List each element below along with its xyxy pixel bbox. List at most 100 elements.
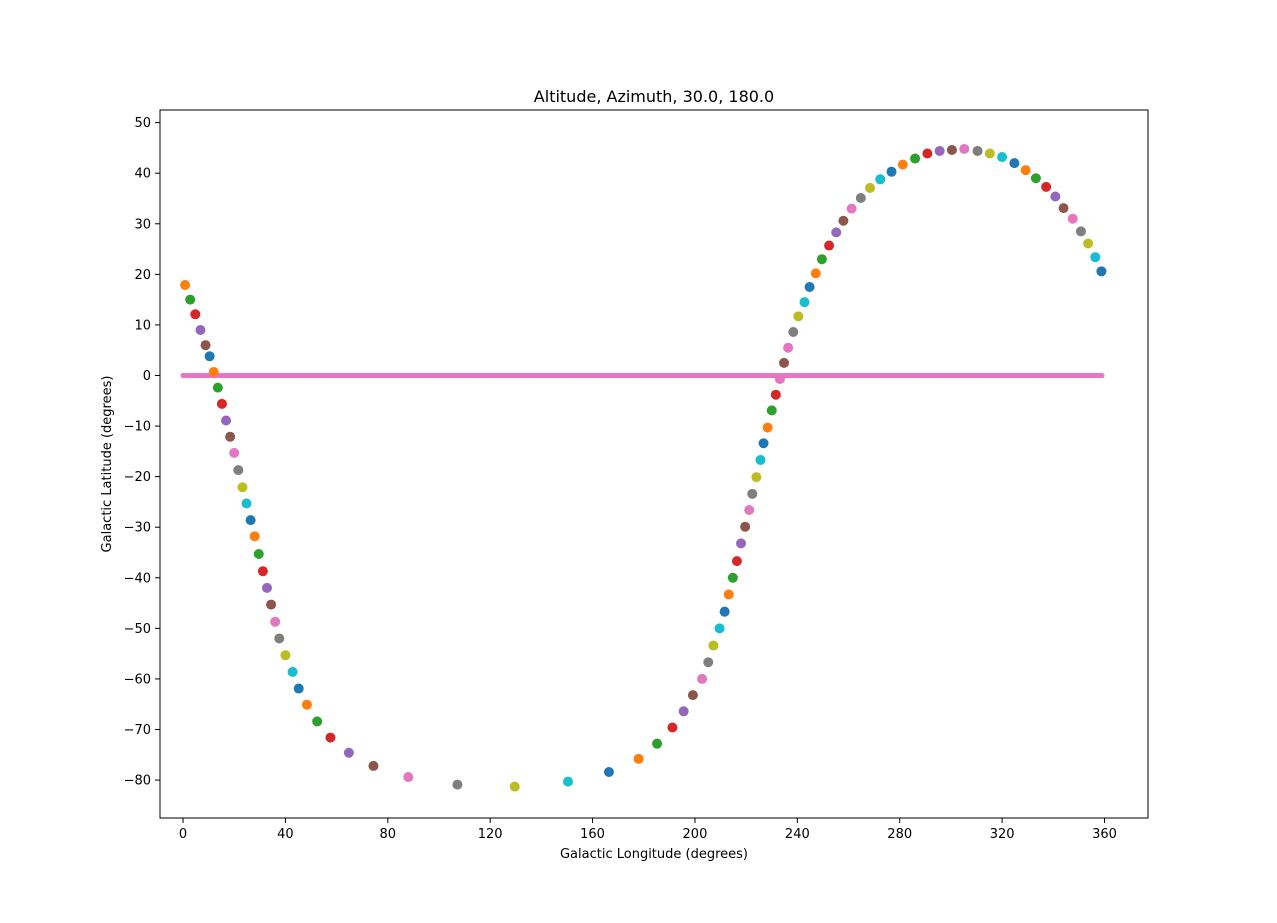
data-point (997, 152, 1008, 163)
x-tick-label: 360 (1092, 827, 1117, 842)
data-point (719, 606, 730, 617)
data-point (922, 148, 933, 159)
y-tick-label: −80 (124, 774, 151, 789)
data-point (237, 482, 248, 493)
data-point (266, 599, 277, 610)
data-point (225, 431, 236, 442)
data-point (249, 531, 260, 542)
y-tick-label: 20 (134, 268, 151, 283)
x-tick-label: 200 (683, 827, 708, 842)
data-point (1096, 266, 1107, 277)
data-point (253, 549, 264, 560)
y-tick-label: 30 (134, 217, 151, 232)
data-point (509, 781, 520, 792)
data-point (301, 699, 312, 710)
reference-line-point (1099, 372, 1105, 379)
y-tick-label: 0 (143, 369, 151, 384)
data-point (886, 166, 897, 177)
data-point (195, 324, 206, 335)
data-point (180, 279, 191, 290)
data-point (910, 153, 921, 164)
data-point (667, 722, 678, 733)
data-point (633, 753, 644, 764)
data-point (783, 342, 794, 353)
data-point (1090, 252, 1101, 263)
y-tick-label: 10 (134, 318, 151, 333)
x-tick-label: 160 (580, 827, 605, 842)
x-tick-label: 40 (277, 827, 294, 842)
data-point (946, 144, 957, 155)
data-point (762, 422, 773, 433)
y-tick-label: 40 (134, 167, 151, 182)
data-point (779, 357, 790, 368)
data-point (755, 454, 766, 465)
plot-marks (180, 143, 1107, 792)
data-point (816, 254, 827, 265)
y-tick-label: −20 (124, 470, 151, 485)
data-point (744, 505, 755, 516)
data-point (245, 515, 256, 526)
y-axis-ticks: 50 40 30 20 10 0 −10 −20 −30 −40 −50 −60 −70 −80 (124, 116, 160, 789)
data-point (766, 405, 777, 416)
y-tick-label: 50 (134, 116, 151, 131)
data-point (793, 311, 804, 322)
data-point (774, 374, 785, 385)
data-point (1075, 226, 1086, 237)
y-tick-label: −10 (124, 420, 151, 435)
data-point (1041, 181, 1052, 192)
data-point (261, 582, 272, 593)
data-point (1009, 158, 1020, 169)
data-point (727, 572, 738, 583)
data-point (731, 556, 742, 567)
data-point (652, 738, 663, 749)
data-point (229, 447, 240, 458)
data-point (865, 182, 876, 193)
data-point (190, 309, 201, 320)
data-point (984, 148, 995, 159)
data-point (824, 240, 835, 251)
data-point (1058, 203, 1069, 214)
data-point (708, 640, 719, 651)
data-point (287, 666, 298, 677)
data-point (855, 192, 866, 203)
x-axis-ticks: 0 40 80 120 160 200 240 280 320 360 (179, 818, 1117, 842)
data-point (687, 690, 698, 701)
data-point (810, 268, 821, 279)
x-tick-label: 320 (990, 827, 1015, 842)
data-point (325, 732, 336, 743)
data-point (846, 203, 857, 214)
data-point (697, 673, 708, 684)
data-point (343, 747, 354, 758)
data-point (452, 779, 463, 790)
x-axis-label: Galactic Longitude (degrees) (560, 847, 748, 862)
data-point (1020, 165, 1031, 176)
data-point (200, 340, 211, 351)
data-point (703, 657, 714, 668)
x-tick-label: 0 (179, 827, 187, 842)
data-point (736, 538, 747, 549)
y-tick-label: −40 (124, 571, 151, 586)
data-point (563, 776, 573, 787)
data-point (1030, 173, 1041, 184)
data-point (312, 716, 323, 727)
x-tick-label: 120 (478, 827, 503, 842)
data-point (723, 589, 734, 600)
data-point (221, 415, 232, 426)
data-point (216, 398, 227, 409)
data-point (208, 366, 219, 377)
x-tick-label: 240 (785, 827, 810, 842)
data-point (1067, 213, 1078, 224)
data-point (293, 683, 304, 694)
data-point (368, 760, 379, 771)
data-point (212, 382, 223, 393)
y-axis-label: Galactic Latitude (degrees) (100, 376, 115, 553)
x-tick-label: 280 (887, 827, 912, 842)
chart-title: Altitude, Azimuth, 30.0, 180.0 (534, 87, 774, 106)
y-tick-label: −70 (124, 723, 151, 738)
data-point (1050, 191, 1061, 202)
data-point (274, 633, 285, 644)
data-point (831, 227, 842, 238)
data-point (897, 159, 908, 170)
